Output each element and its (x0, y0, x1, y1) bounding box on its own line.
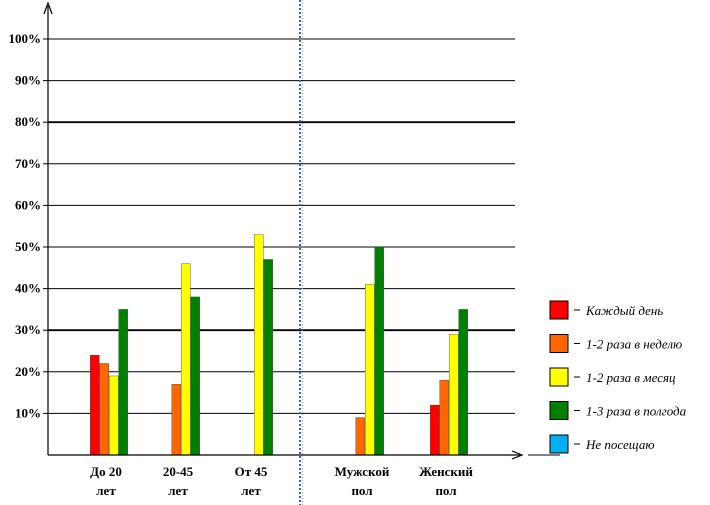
y-tick-label: 100% (9, 31, 42, 46)
bar-4-3 (263, 259, 273, 456)
x-axis-arrow (511, 450, 524, 460)
bar-2-4 (355, 417, 365, 456)
x-category-label: пол (351, 483, 372, 498)
legend-label: Каждый день (585, 303, 663, 318)
y-tick-label: 60% (15, 197, 41, 212)
x-category-label: лет (96, 483, 116, 498)
bar-1-1 (90, 354, 100, 456)
bar-3-4 (365, 284, 375, 456)
legend-swatch (549, 434, 569, 454)
y-tick-label: 90% (15, 73, 41, 88)
bar-2-5 (439, 379, 449, 456)
legend-swatch (549, 300, 569, 320)
x-category-labels: До 20 лет 20-45 лет От 45 лет Мужской пол Женски… (90, 464, 473, 498)
y-tick-labels: 10% 20% 30% 40% 50% 60% 70% 80% 90% 100% (9, 31, 42, 420)
bar-4-2 (190, 296, 200, 456)
bar-4-5 (458, 309, 468, 456)
bar-2-2 (171, 384, 181, 456)
group-divider (299, 0, 303, 505)
bar-3-3 (254, 234, 264, 456)
x-category-label: От 45 (235, 464, 268, 479)
bar-4-1 (118, 309, 128, 456)
y-tick-label: 80% (15, 114, 41, 129)
legend-label: 1-3 раза в полгода (586, 404, 687, 419)
legend-label: Не посещаю (585, 437, 655, 452)
x-category-label: До 20 (90, 464, 122, 479)
bar-4-4 (374, 246, 384, 456)
legend-swatch (549, 401, 569, 420)
x-category-label: Женский (419, 464, 473, 479)
legend-swatch (549, 367, 569, 387)
gridlines (43, 38, 515, 414)
y-tick-label: 30% (15, 322, 41, 337)
x-category-label: пол (435, 483, 456, 498)
y-axis-arrow (43, 1, 53, 15)
legend-label: 1-2 раза в неделю (586, 337, 682, 352)
x-category-label: лет (241, 483, 261, 498)
legend-swatch (549, 334, 569, 353)
y-tick-label: 10% (15, 405, 41, 420)
bars (90, 234, 468, 456)
x-category-label: Мужской (335, 464, 390, 479)
y-tick-label: 50% (15, 239, 41, 254)
bar-3-1 (109, 375, 119, 456)
x-category-label: 20-45 (163, 464, 194, 479)
y-tick-label: 40% (15, 281, 41, 296)
bar-1-5 (430, 404, 440, 456)
y-tick-label: 20% (15, 364, 41, 379)
y-tick-label: 70% (15, 156, 41, 171)
legend-label: 1-2 раза в месяц (586, 370, 676, 385)
bar-3-2 (181, 263, 191, 456)
legend: Каждый день 1-2 раза в неделю 1-2 раза в м… (549, 300, 687, 454)
bar-2-1 (99, 363, 109, 456)
bar-3-5 (449, 334, 459, 456)
axes (43, 1, 560, 460)
x-category-label: лет (168, 483, 188, 498)
